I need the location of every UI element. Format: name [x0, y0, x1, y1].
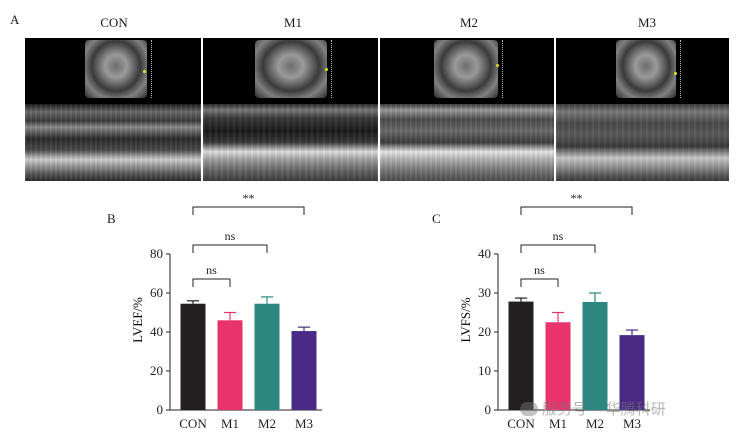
lvef-bar-con	[180, 303, 206, 410]
ultrasound-image-m1	[203, 38, 378, 181]
panel-letter-c: C	[432, 211, 441, 226]
lvfs-significance-bracket	[520, 244, 596, 253]
lvef-y-tick-label: 0	[157, 402, 164, 417]
lvef-y-tick-label: 80	[150, 246, 163, 261]
lvfs-y-tick-label: 0	[485, 402, 492, 417]
lvef-x-tick-label: M2	[258, 416, 276, 431]
lvef-significance-bracket	[192, 278, 231, 287]
ultrasound-label-m2: M2	[459, 15, 479, 30]
lvfs-y-tick-label: 20	[478, 324, 491, 339]
lvfs-bar-m1	[545, 322, 571, 410]
lvef-y-tick-label: 40	[150, 324, 163, 339]
lvfs-significance-label: ns	[553, 229, 564, 243]
lvef-y-tick-label: 20	[150, 363, 163, 378]
lvfs-significance-bracket	[520, 206, 633, 215]
ultrasound-label-con: CON	[100, 15, 128, 30]
ultrasound-label-m1: M1	[283, 15, 303, 30]
ultrasound-image-m3	[556, 38, 729, 181]
lvfs-bar-m3	[619, 335, 645, 410]
lvef-x-tick-label: M3	[295, 416, 313, 431]
lvef-bar-chart: LVEF/% 0 20 40 60 80 CON M1 M2 M3 ns ns **	[130, 191, 322, 431]
lvfs-bar-con	[508, 301, 534, 410]
lvef-bar-m1	[217, 320, 243, 410]
lvfs-y-tick-label: 40	[478, 246, 491, 261]
lvef-bar-m2	[254, 303, 280, 410]
lvfs-x-tick-label: M2	[586, 416, 604, 431]
lvef-significance-label: ns	[206, 263, 217, 277]
watermark-right: 华腾科研	[605, 400, 666, 418]
lvfs-x-tick-label: CON	[507, 416, 535, 431]
panel-letter-a: A	[10, 12, 20, 27]
lvfs-significance-bracket	[520, 278, 559, 287]
lvef-significance-label: ns	[225, 229, 236, 243]
panel-letter-b: B	[107, 211, 116, 226]
lvef-y-axis-label: LVEF/%	[130, 297, 145, 343]
lvfs-y-tick-label: 10	[478, 363, 491, 378]
lvef-bar-m3	[291, 331, 317, 410]
lvef-y-tick-label: 60	[150, 285, 163, 300]
lvfs-y-tick-label: 30	[478, 285, 491, 300]
lvef-significance-bracket	[192, 244, 268, 253]
lvef-significance-bracket	[192, 206, 305, 215]
lvfs-significance-label: **	[571, 191, 583, 205]
ultrasound-label-m3: M3	[637, 15, 657, 30]
lvfs-x-tick-label: M3	[623, 416, 641, 431]
lvfs-significance-label: ns	[534, 263, 545, 277]
watermark-left: 服务号	[542, 400, 588, 418]
lvef-x-tick-label: CON	[179, 416, 207, 431]
lvfs-bar-m2	[582, 301, 608, 410]
lvef-significance-label: **	[243, 191, 255, 205]
wechat-icon	[520, 402, 538, 416]
ultrasound-image-m2	[380, 38, 554, 181]
watermark: 服务号 华腾科研	[520, 398, 666, 419]
lvfs-y-axis-label: LVFS/%	[458, 297, 473, 342]
ultrasound-image-con	[25, 38, 201, 181]
lvef-x-tick-label: M1	[221, 416, 239, 431]
lvfs-bar-chart: LVFS/% 0 10 20 30 40 CON M1 M2 M3 ns ns **	[458, 191, 650, 431]
lvfs-x-tick-label: M1	[549, 416, 567, 431]
